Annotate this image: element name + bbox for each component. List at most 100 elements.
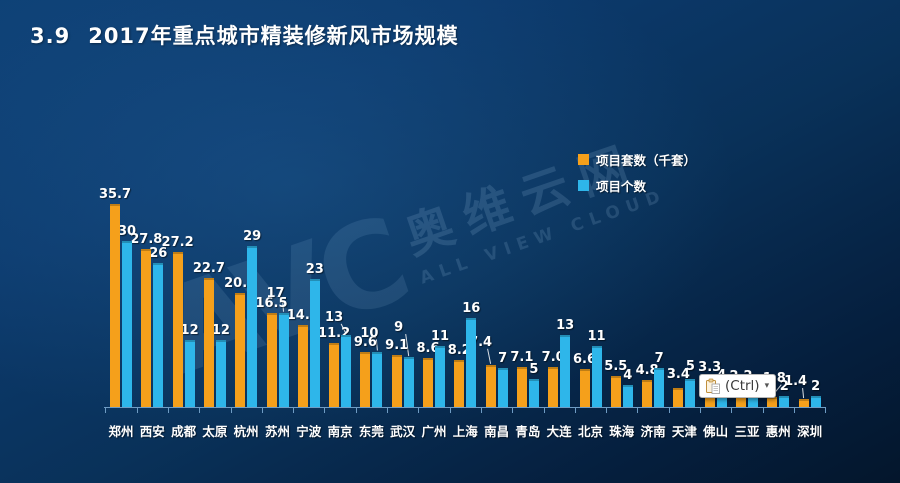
units-bar-10 <box>423 357 433 407</box>
legend-swatch-orange <box>578 154 589 165</box>
units-bar-12 <box>485 364 496 407</box>
city-label-4: 杭州 <box>233 424 259 439</box>
count-value-label-9: 9 <box>394 320 404 336</box>
axis-tick-11 <box>449 408 451 413</box>
count-bar-13 <box>528 379 539 407</box>
count-bar-4 <box>247 246 258 407</box>
clipboard-icon <box>705 378 721 394</box>
city-label-16: 珠海 <box>609 424 635 439</box>
count-bar-11 <box>466 318 477 407</box>
units-value-label-3: 22.7 <box>192 260 225 276</box>
count-bar-12 <box>497 368 508 407</box>
city-label-10: 广州 <box>421 424 447 439</box>
city-label-14: 大连 <box>546 424 572 439</box>
count-value-label-6: 23 <box>305 262 324 278</box>
axis-tick-10 <box>418 408 420 413</box>
units-bar-1 <box>141 248 152 407</box>
count-bar-2 <box>184 340 195 407</box>
city-label-1: 西安 <box>139 424 165 439</box>
count-value-label-1: 26 <box>149 245 168 261</box>
axis-tick-7 <box>324 408 326 413</box>
count-value-label-10: 11 <box>430 328 450 344</box>
units-value-label-17: 4.8 <box>635 362 659 378</box>
city-label-22: 深圳 <box>797 424 823 439</box>
city-label-8: 东莞 <box>358 424 384 439</box>
city-label-18: 天津 <box>671 424 697 439</box>
title-section-number: 3.9 <box>30 24 71 48</box>
axis-tick-1 <box>136 408 138 413</box>
count-bar-3 <box>215 340 226 407</box>
units-bar-20 <box>736 394 746 407</box>
count-bar-17 <box>654 368 665 407</box>
title-text: 2017年重点城市精装修新风市场规模 <box>88 24 459 48</box>
count-value-label-17: 7 <box>654 351 664 367</box>
units-bar-22 <box>798 399 809 407</box>
count-value-label-18: 5 <box>685 359 695 375</box>
units-value-label-22: 1.4 <box>784 374 808 390</box>
axis-tick-12 <box>480 408 482 413</box>
units-value-label-1: 27.8 <box>130 231 163 247</box>
count-bar-16 <box>622 384 633 407</box>
count-value-label-0: 30 <box>117 223 137 239</box>
count-value-label-7: 13 <box>325 309 344 325</box>
units-value-label-19: 3.3 <box>698 360 722 376</box>
units-bar-13 <box>516 366 527 407</box>
units-bar-8 <box>360 352 371 407</box>
dropdown-arrow-icon[interactable]: ▾ <box>764 381 770 391</box>
count-value-label-4: 29 <box>243 229 262 245</box>
units-bar-4 <box>235 293 246 407</box>
units-bar-9 <box>391 355 402 407</box>
count-value-label-14: 13 <box>556 317 575 333</box>
units-value-label-12: 7.4 <box>469 334 493 350</box>
units-value-label-0: 35.7 <box>98 186 132 202</box>
units-value-label-13: 7.1 <box>510 349 534 365</box>
count-value-label-3: 12 <box>211 323 230 339</box>
axis-tick-21 <box>762 408 764 413</box>
axis-tick-14 <box>543 408 545 413</box>
units-value-label-2: 27.2 <box>161 234 194 250</box>
count-value-label-16: 4 <box>623 367 633 383</box>
count-bar-22 <box>810 395 821 407</box>
axis-tick-5 <box>261 408 263 413</box>
axis-tick-23 <box>825 408 827 413</box>
units-bar-16 <box>610 375 621 407</box>
units-bar-18 <box>673 387 684 407</box>
city-label-2: 成都 <box>171 424 197 439</box>
axis-tick-19 <box>700 408 702 413</box>
axis-tick-6 <box>293 408 295 413</box>
count-value-label-12: 7 <box>498 351 508 367</box>
axis-tick-13 <box>512 408 514 413</box>
count-value-label-8: 10 <box>360 325 379 341</box>
units-value-label-5: 16.5 <box>255 295 288 311</box>
city-label-15: 北京 <box>577 424 603 439</box>
count-bar-14 <box>560 334 571 407</box>
city-label-21: 惠州 <box>765 424 791 439</box>
count-bar-20 <box>748 395 758 407</box>
units-bar-3 <box>203 277 214 407</box>
units-bar-5 <box>266 312 277 407</box>
units-value-label-15: 6.6 <box>572 352 597 368</box>
units-value-label-18: 3.4 <box>666 366 690 382</box>
units-bar-15 <box>579 369 590 407</box>
count-bar-8 <box>372 351 383 407</box>
units-bar-11 <box>454 360 465 407</box>
legend-item-count: 项目个数 <box>578 176 696 195</box>
axis-tick-4 <box>230 408 232 413</box>
legend-item-units: 项目套数（千套） <box>578 150 696 169</box>
legend-label-count: 项目个数 <box>596 179 647 194</box>
axis-tick-9 <box>387 408 389 413</box>
count-bar-18 <box>685 379 696 407</box>
units-value-label-14: 7.0 <box>541 350 565 366</box>
axis-tick-22 <box>793 408 795 413</box>
chart-legend: 项目套数（千套） 项目个数 <box>578 150 696 202</box>
axis-tick-16 <box>606 408 608 413</box>
count-bar-21 <box>779 395 790 407</box>
axis-tick-2 <box>167 408 169 413</box>
units-bar-2 <box>172 251 183 407</box>
units-value-label-8: 9.6 <box>353 335 377 351</box>
units-value-label-16: 5.5 <box>604 358 628 374</box>
units-bar-0 <box>110 203 120 407</box>
units-bar-7 <box>329 343 340 407</box>
paste-options-button[interactable]: (Ctrl) ▾ <box>699 374 777 398</box>
